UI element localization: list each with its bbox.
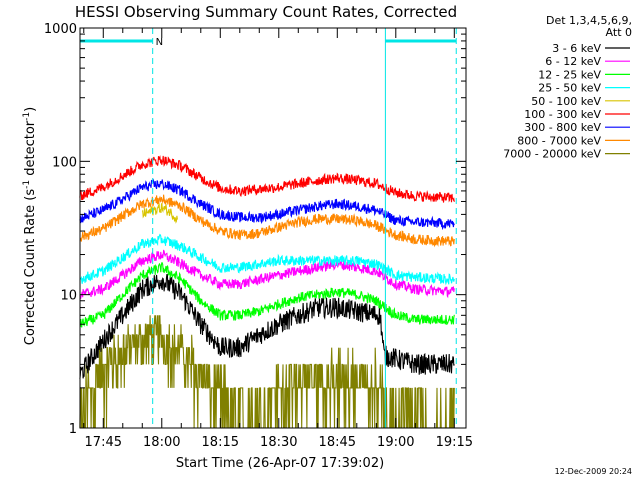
night-bar-label: N — [156, 37, 163, 48]
legend-label: 7000 - 20000 keV — [503, 148, 601, 161]
footer-timestamp: 12-Dec-2009 20:24 — [555, 467, 632, 476]
y-axis-label-sup1: -1 — [22, 180, 32, 189]
y-tick-label: 10 — [60, 289, 77, 304]
x-tick-label: 18:15 — [202, 435, 239, 450]
x-tick-label: 18:45 — [319, 435, 356, 450]
series-line — [79, 233, 455, 286]
legend-label: 100 - 300 keV — [524, 108, 601, 121]
y-axis-label-part3: ) — [23, 107, 38, 112]
x-axis-label: Start Time (26-Apr-07 17:39:02) — [176, 456, 384, 471]
chart-title: HESSI Observing Summary Count Rates, Cor… — [75, 3, 457, 21]
legend-label: 6 - 12 keV — [545, 55, 601, 68]
series-line — [79, 262, 455, 328]
series-line — [79, 249, 455, 300]
y-tick-label: 1000 — [44, 22, 77, 37]
legend-header-line2: Att 0 — [606, 26, 632, 39]
legend-label: 3 - 6 keV — [552, 42, 601, 55]
series-line — [79, 178, 455, 231]
y-tick-label: 1 — [69, 422, 77, 437]
plot-area: N 1 10 100 1000 17:45 18:00 18:15 18:30 18:45 19… — [44, 22, 473, 450]
x-tick-label: 19:00 — [377, 435, 414, 450]
legend-label: 50 - 100 keV — [531, 95, 601, 108]
plot-frame — [79, 27, 467, 429]
legend-label: 300 - 800 keV — [524, 121, 601, 134]
series-line — [79, 194, 455, 248]
x-tick-label: 17:45 — [85, 435, 122, 450]
y-axis-label: Corrected Count Rate (s-1 detector-1) — [22, 107, 38, 345]
series-line — [79, 273, 455, 379]
x-tick-label: 18:30 — [260, 435, 297, 450]
time-markers — [152, 28, 457, 428]
legend-label: 12 - 25 keV — [538, 68, 601, 81]
x-tick-label: 18:00 — [143, 435, 180, 450]
x-tick-label: 19:15 — [436, 435, 473, 450]
legend-header-line1: Det 1,3,4,5,6,9, — [546, 14, 632, 27]
y-tick-label: 100 — [52, 155, 77, 170]
x-axis: 17:45 18:00 18:15 18:30 18:45 19:00 19:15 — [83, 28, 473, 450]
y-axis: 1 10 100 1000 — [44, 22, 466, 437]
series-line — [79, 155, 455, 203]
legend-label: 800 - 7000 keV — [517, 134, 601, 147]
y-axis-label-sup2: -1 — [22, 112, 32, 121]
y-axis-label-part2: detector — [23, 120, 38, 180]
night-bars: N — [80, 37, 457, 48]
legend-label: 25 - 50 keV — [538, 82, 601, 95]
series-line — [141, 203, 178, 224]
y-axis-label-part1: Corrected Count Rate (s — [23, 189, 38, 346]
